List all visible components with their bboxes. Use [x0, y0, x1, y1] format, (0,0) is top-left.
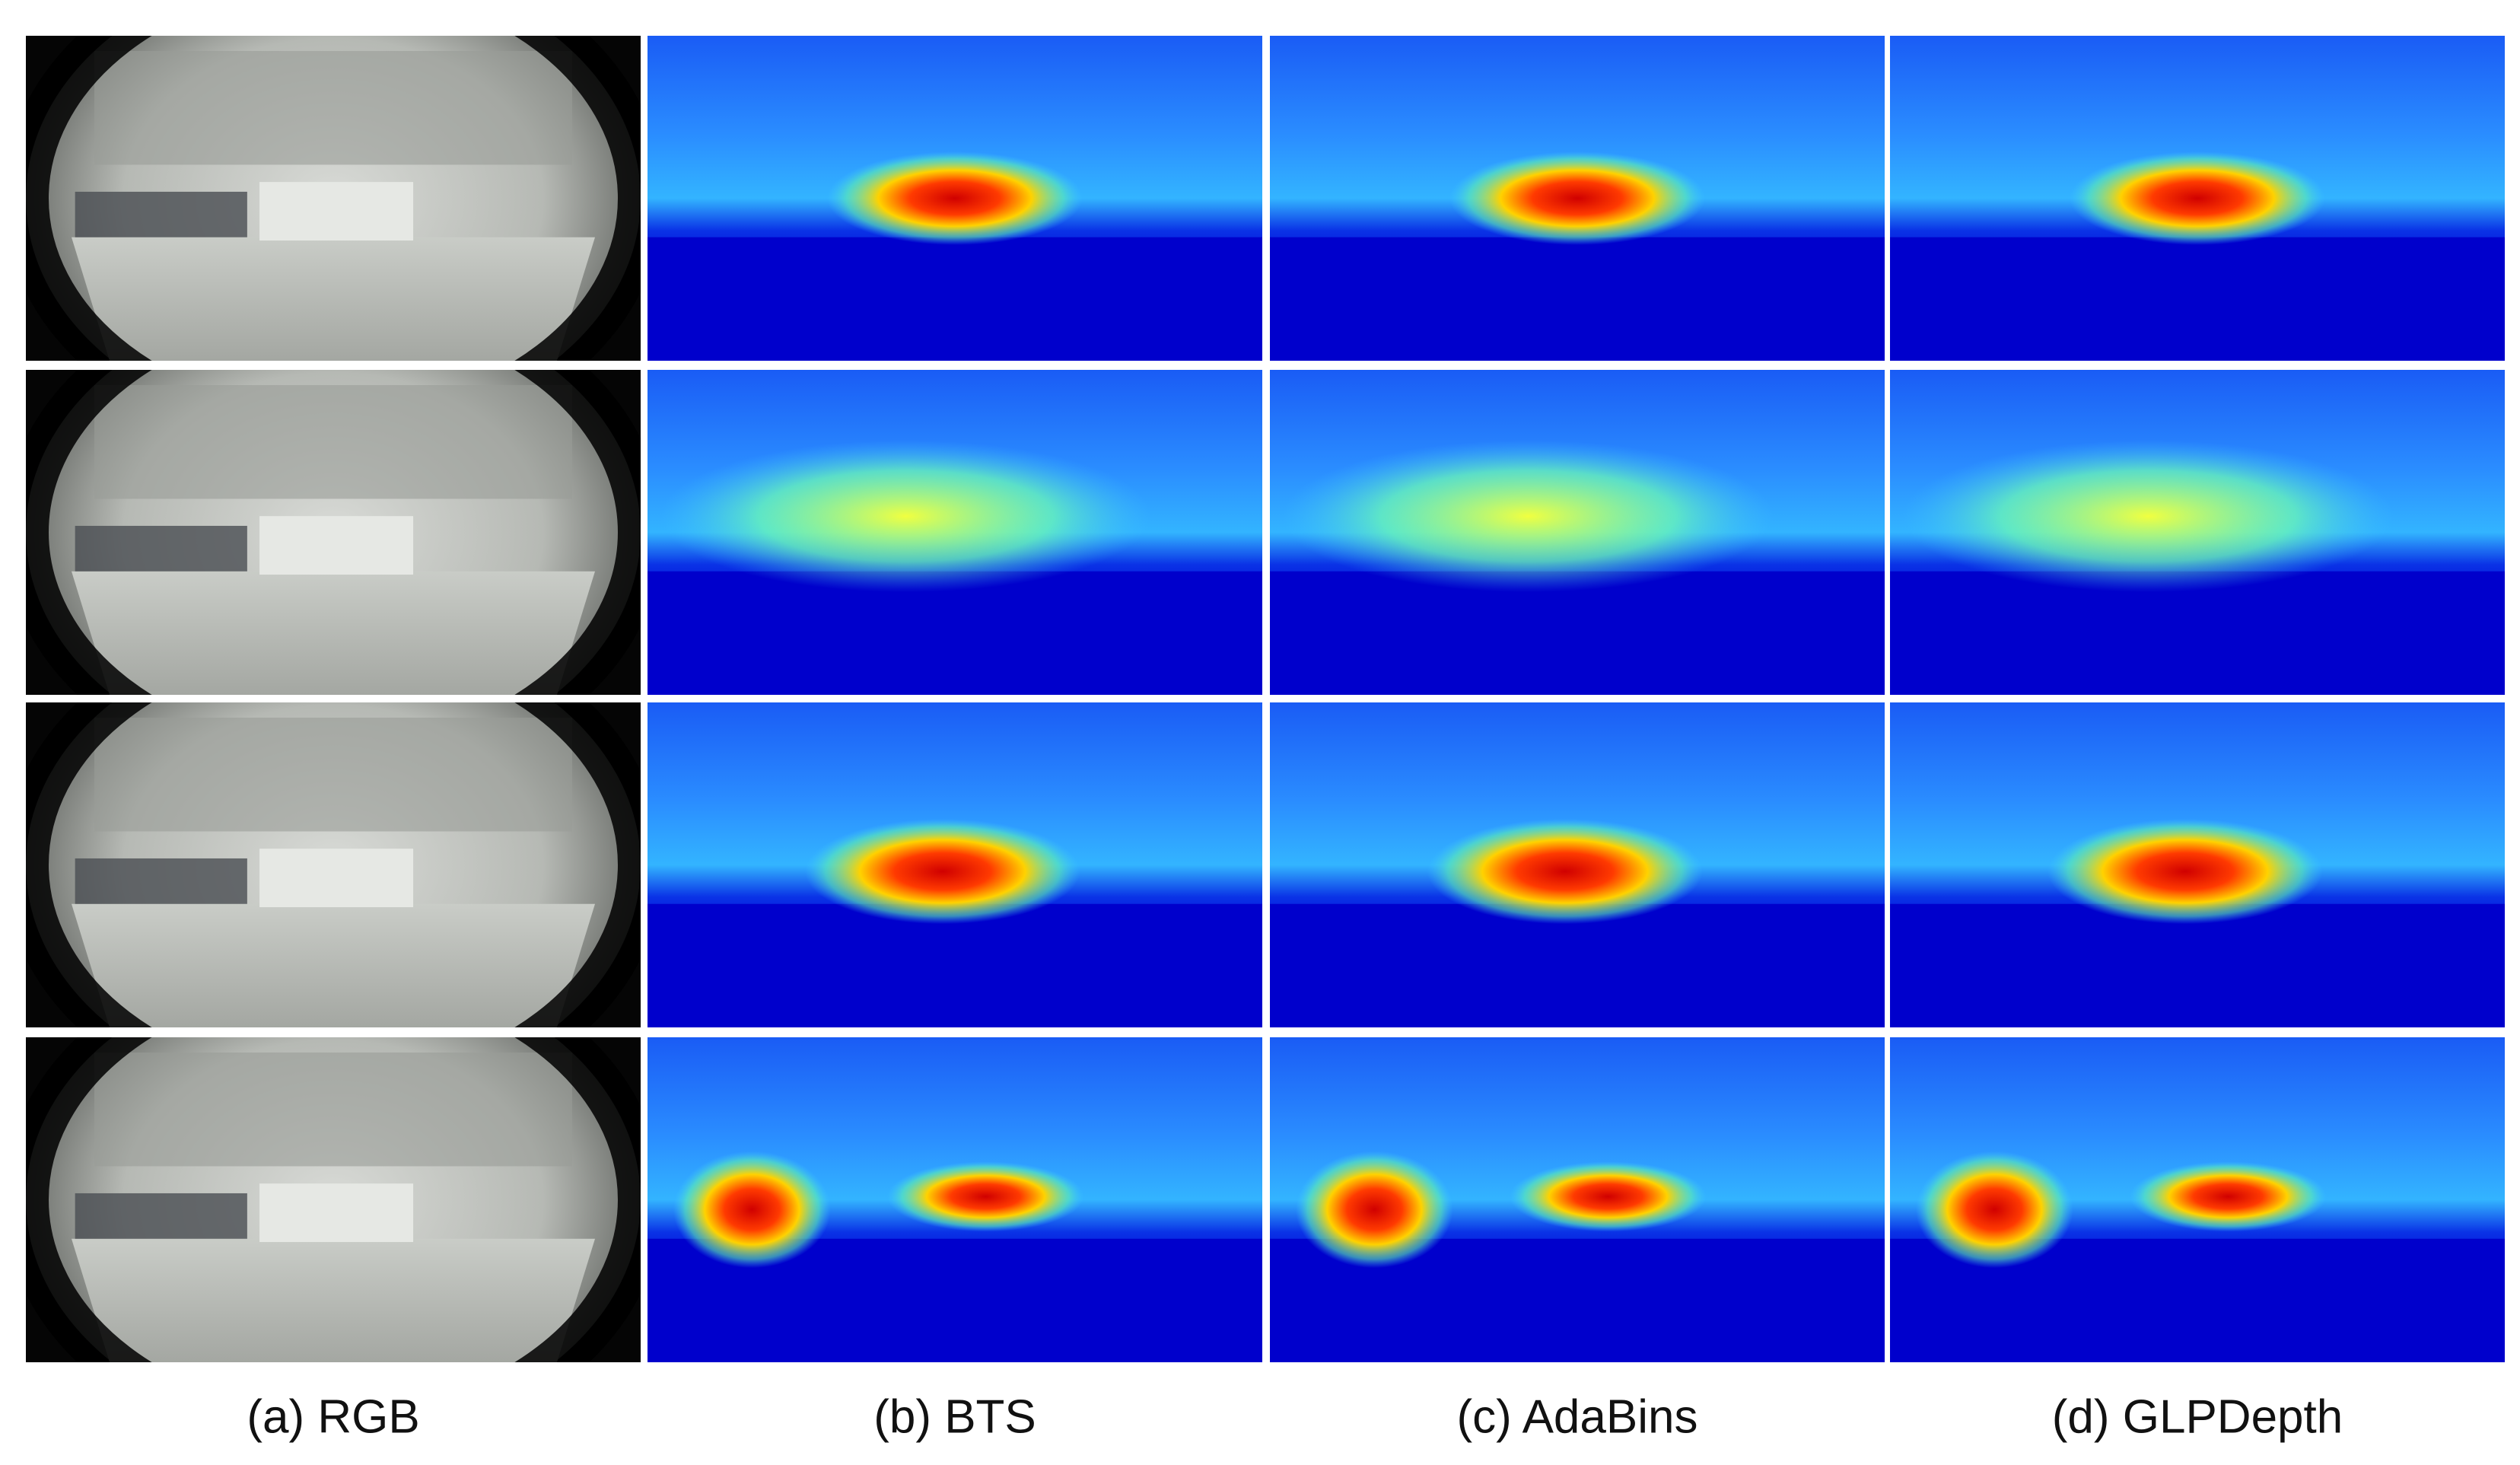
image-content	[1890, 36, 2505, 361]
near-ground	[1270, 237, 1885, 361]
image-content	[648, 702, 1262, 1027]
caption: (a) RGB	[247, 1390, 419, 1443]
depth-map	[1890, 1037, 2505, 1362]
image-content	[1890, 1037, 2505, 1362]
near-ground	[1890, 237, 2505, 361]
image-content	[26, 702, 641, 1027]
floor	[72, 1238, 595, 1362]
image-content	[26, 1037, 641, 1362]
depth-hotspot	[1282, 440, 1774, 593]
depth-map	[1270, 36, 1885, 361]
rgb-image	[26, 702, 641, 1027]
depth-map	[1890, 370, 2505, 695]
image-content	[1890, 702, 2505, 1027]
depth-hotspot	[1902, 440, 2394, 593]
rgb-image	[26, 1037, 641, 1362]
image-content	[1890, 370, 2505, 695]
depth-hotspot	[2130, 1161, 2327, 1232]
ceiling	[94, 1053, 572, 1167]
caption: (b) BTS	[873, 1390, 1036, 1443]
depth-hotspot	[1915, 1151, 2073, 1269]
image-content	[1270, 1037, 1885, 1362]
depth-hotspot	[1449, 151, 1706, 245]
near-ground	[1270, 903, 1885, 1027]
depth-hotspot	[673, 1151, 831, 1269]
depth-hotspot	[826, 151, 1083, 245]
caption: (d) GLPDepth	[2052, 1390, 2343, 1443]
rgb-image	[26, 36, 641, 361]
image-content	[26, 36, 641, 361]
floor	[72, 903, 595, 1027]
ceiling	[94, 385, 572, 499]
depth-map	[648, 1037, 1262, 1362]
image-content	[1270, 36, 1885, 361]
near-ground	[1890, 571, 2505, 695]
depth-map	[648, 702, 1262, 1027]
near-ground	[648, 903, 1262, 1027]
depth-hotspot	[887, 1161, 1084, 1232]
image-content	[648, 370, 1262, 695]
depth-map	[1270, 1037, 1885, 1362]
ceiling	[94, 718, 572, 832]
near-ground	[1270, 571, 1885, 695]
depth-hotspot	[660, 440, 1152, 593]
cars	[75, 525, 247, 572]
floor	[72, 571, 595, 695]
depth-map	[1270, 370, 1885, 695]
depth-hotspot	[2069, 151, 2326, 245]
image-content	[648, 1037, 1262, 1362]
depth-hotspot	[1510, 1161, 1707, 1232]
depth-hotspot	[2047, 818, 2323, 925]
depth-map	[1270, 702, 1885, 1027]
far-wall	[259, 516, 414, 575]
image-content	[648, 36, 1262, 361]
image-content	[1270, 702, 1885, 1027]
cars	[75, 191, 247, 237]
near-ground	[648, 237, 1262, 361]
far-wall	[259, 1183, 414, 1243]
depth-hotspot	[804, 818, 1080, 925]
far-wall	[259, 182, 414, 241]
depth-hotspot	[1427, 818, 1703, 925]
near-ground	[648, 571, 1262, 695]
rgb-image	[26, 370, 641, 695]
depth-hotspot	[1295, 1151, 1453, 1269]
floor	[72, 237, 595, 361]
depth-map	[1890, 702, 2505, 1027]
depth-map	[1890, 36, 2505, 361]
ceiling	[94, 51, 572, 165]
depth-map	[648, 36, 1262, 361]
caption: (c) AdaBins	[1456, 1390, 1698, 1443]
image-content	[1270, 370, 1885, 695]
cars	[75, 858, 247, 904]
depth-map	[648, 370, 1262, 695]
image-content	[26, 370, 641, 695]
cars	[75, 1193, 247, 1239]
near-ground	[1890, 903, 2505, 1027]
far-wall	[259, 849, 414, 908]
